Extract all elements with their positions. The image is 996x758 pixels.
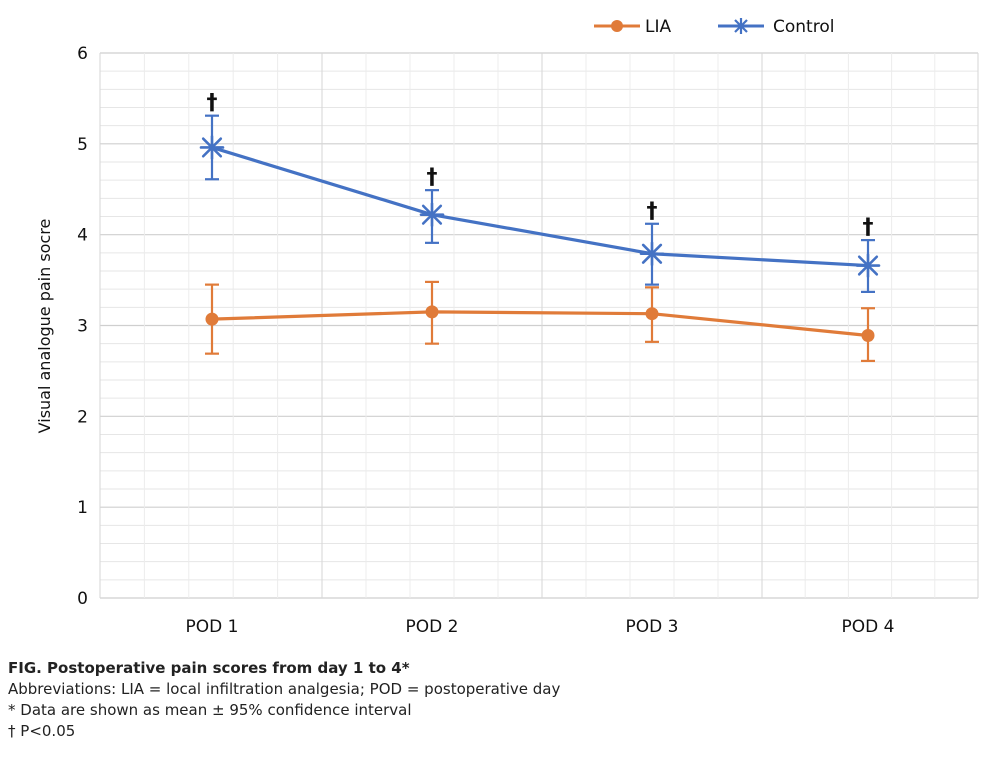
control-data-point — [199, 135, 225, 160]
control-data-point — [855, 253, 881, 278]
control-line — [211, 145, 869, 268]
significance-dagger: † — [207, 91, 218, 116]
lia-data-point — [861, 328, 875, 342]
y-tick-label: 2 — [77, 407, 88, 427]
caption-title: FIG. Postoperative pain scores from day … — [8, 659, 410, 677]
lia-series — [205, 280, 875, 363]
legend-swatch-marker — [611, 20, 623, 32]
control-series — [199, 114, 881, 293]
lia-data-point — [645, 307, 659, 321]
legend-label-control: Control — [773, 17, 834, 37]
x-tick-labels: POD 1 POD 2 POD 3 POD 4 — [186, 617, 895, 637]
caption-abbreviations: Abbreviations: LIA = local infiltration … — [8, 680, 561, 698]
significance-dagger: † — [863, 215, 874, 240]
figure-caption: FIG. Postoperative pain scores from day … — [8, 658, 988, 742]
y-axis-title: Visual analogue pain socre — [35, 219, 54, 434]
lia-line — [211, 310, 869, 338]
chart-gridlines — [99, 52, 979, 599]
control-data-point — [639, 241, 665, 267]
y-tick-label: 4 — [77, 226, 88, 246]
asterisk-stroke — [201, 137, 223, 158]
control-data-point — [419, 202, 445, 227]
asterisk-stroke — [641, 243, 663, 264]
x-tick-label: POD 1 — [186, 617, 239, 637]
significance-annotations: † † † † — [207, 91, 874, 240]
y-tick-label: 5 — [77, 135, 88, 155]
chart-legend: LIA Control — [594, 17, 834, 37]
y-tick-label: 0 — [77, 589, 88, 609]
y-tick-label: 6 — [77, 44, 88, 64]
y-tick-label: 1 — [77, 498, 88, 518]
legend-swatch-marker — [734, 19, 748, 33]
lia-data-point — [205, 312, 219, 326]
legend-item-control: Control — [718, 17, 834, 37]
caption-note-significance: † P<0.05 — [8, 722, 76, 740]
asterisk-stroke — [857, 255, 879, 276]
significance-dagger: † — [647, 199, 658, 224]
lia-data-point — [425, 305, 439, 319]
asterisk-stroke — [421, 204, 443, 225]
caption-note-ci: * Data are shown as mean ± 95% confidenc… — [8, 701, 412, 719]
legend-label-lia: LIA — [645, 17, 671, 37]
chart-series — [199, 114, 881, 363]
x-tick-label: POD 2 — [406, 617, 459, 637]
x-tick-label: POD 4 — [842, 617, 895, 637]
significance-dagger: † — [427, 165, 438, 190]
legend-item-lia: LIA — [594, 17, 671, 37]
x-tick-label: POD 3 — [626, 617, 679, 637]
pain-score-chart: 0 1 2 3 4 5 6 POD 1 POD 2 POD 3 POD 4 Visual anal… — [35, 17, 979, 637]
y-tick-label: 3 — [77, 317, 88, 337]
y-tick-labels: 0 1 2 3 4 5 6 — [77, 44, 88, 609]
